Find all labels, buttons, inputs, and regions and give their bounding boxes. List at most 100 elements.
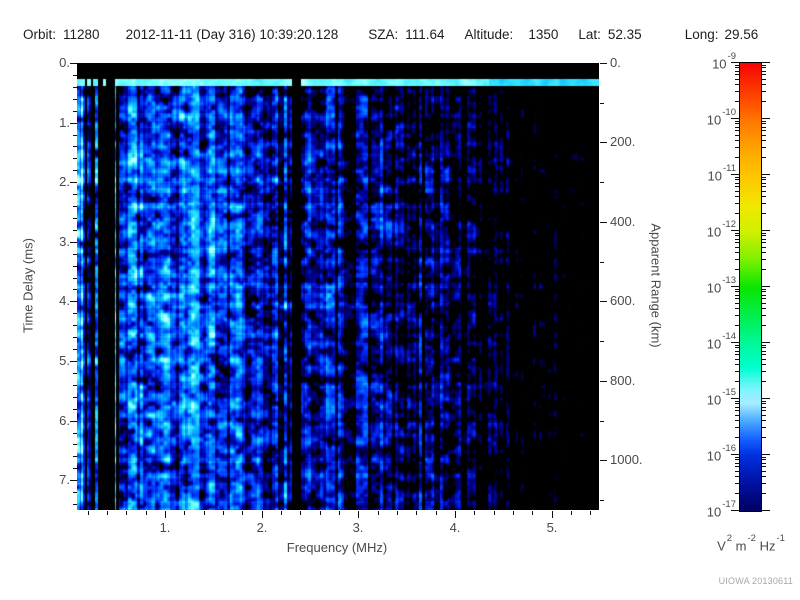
datetime-value: 2012-11-11 (Day 316) 10:39:20.128 [125, 27, 339, 42]
y2-tick-label: 0. [610, 55, 621, 70]
tick-mark [762, 493, 766, 494]
tick-mark [70, 182, 77, 183]
tick-mark [73, 278, 77, 279]
tick-mark [762, 427, 766, 428]
colorbar-unit-label: V2 m-2 Hz-1 [717, 533, 785, 554]
tick-mark [70, 421, 77, 422]
tick-mark [762, 127, 766, 128]
colorbar-tick-label: 10-16 [706, 443, 736, 464]
tick-mark [146, 511, 147, 515]
tick-mark [762, 269, 766, 270]
tick-mark [70, 242, 77, 243]
y-tick-label: 5. [59, 353, 70, 368]
tick-mark [571, 511, 572, 515]
tick-mark [600, 63, 607, 64]
tick-mark [735, 437, 739, 438]
tick-mark [73, 75, 77, 76]
tick-mark [762, 364, 766, 365]
tick-mark [600, 381, 607, 382]
tick-mark [735, 101, 739, 102]
y2-tick-label: 800. [610, 373, 636, 388]
tick-mark [735, 471, 739, 472]
tick-mark [762, 101, 766, 102]
tick-mark [73, 433, 77, 434]
tick-mark [762, 403, 766, 404]
tick-mark [735, 242, 739, 243]
altitude-label: Altitude: [464, 27, 514, 42]
colorbar-tick-label: 10-12 [706, 219, 736, 240]
tick-mark [70, 480, 77, 481]
tick-mark [735, 381, 739, 382]
y-tick-label: 1. [59, 115, 70, 130]
tick-mark [762, 325, 766, 326]
tick-mark [735, 315, 739, 316]
tick-mark [73, 456, 77, 457]
tick-mark [731, 118, 739, 119]
tick-mark [762, 174, 770, 175]
tick-mark [73, 385, 77, 386]
colorbar [739, 62, 762, 512]
tick-mark [73, 337, 77, 338]
tick-mark [73, 373, 77, 374]
tick-mark [762, 230, 770, 231]
tick-mark [735, 157, 739, 158]
y2-axis-label: Apparent Range (km) [648, 223, 664, 348]
tick-mark [762, 186, 766, 187]
tick-mark [397, 511, 398, 515]
tick-mark [600, 103, 604, 104]
tick-mark [762, 291, 766, 292]
tick-mark [731, 454, 739, 455]
tick-mark [600, 142, 607, 143]
tick-mark [735, 291, 739, 292]
tick-mark [600, 421, 604, 422]
tick-mark [735, 410, 739, 411]
tick-mark [242, 511, 243, 515]
y2-tick-label: 600. [610, 293, 636, 308]
tick-mark [762, 67, 766, 68]
tick-mark [762, 91, 766, 92]
y-tick-label: 0. [59, 55, 70, 70]
colorbar-tick-label: 10-13 [706, 275, 736, 296]
tick-mark [358, 511, 359, 518]
tick-mark [762, 457, 766, 458]
x-axis-label: Frequency (MHz) [286, 540, 388, 555]
tick-mark [762, 247, 766, 248]
tick-mark [762, 308, 766, 309]
tick-mark [762, 342, 770, 343]
tick-mark [735, 123, 739, 124]
tick-mark [762, 354, 766, 355]
tick-mark [600, 301, 607, 302]
tick-mark [762, 459, 766, 460]
spectrogram-canvas [77, 63, 599, 510]
tick-mark [88, 511, 89, 515]
tick-mark [70, 123, 77, 124]
tick-mark [735, 308, 739, 309]
tick-mark [223, 511, 224, 515]
tick-mark [762, 463, 766, 464]
tick-mark [73, 325, 77, 326]
tick-mark [762, 359, 766, 360]
tick-mark [762, 476, 766, 477]
tick-mark [126, 511, 127, 515]
tick-mark [735, 84, 739, 85]
tick-mark [494, 511, 495, 515]
tick-mark [73, 111, 77, 112]
tick-mark [731, 174, 739, 175]
lat-label: Lat: [578, 27, 601, 42]
tick-mark [73, 158, 77, 159]
tick-mark [762, 123, 766, 124]
tick-mark [762, 454, 770, 455]
tick-mark [762, 242, 766, 243]
tick-mark [731, 230, 739, 231]
tick-mark [762, 235, 766, 236]
tick-mark [735, 457, 739, 458]
tick-mark [735, 347, 739, 348]
x-tick-label: 3. [352, 520, 364, 535]
tick-mark [762, 401, 766, 402]
tick-mark [762, 157, 766, 158]
tick-mark [73, 230, 77, 231]
tick-mark [70, 301, 77, 302]
tick-mark [455, 511, 456, 518]
watermark: UIOWA 20130611 [718, 576, 793, 586]
tick-mark [762, 407, 766, 408]
